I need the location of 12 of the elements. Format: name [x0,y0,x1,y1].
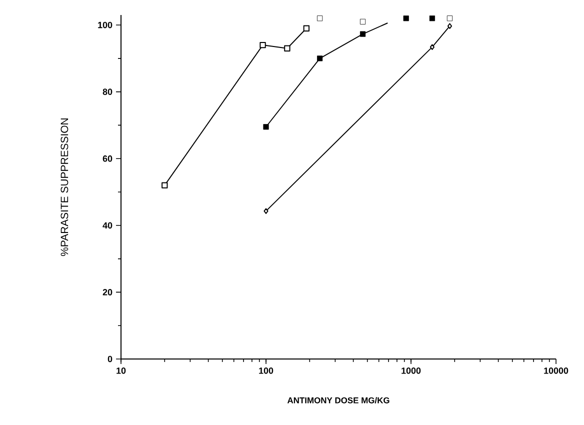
x-tick-label: 10 [116,367,126,374]
x-tick-label: 1000 [402,367,421,374]
x-tick-label: 10000 [544,367,568,374]
y-tick-label: 40 [102,222,112,229]
y-tick-label: 20 [102,289,112,296]
y-tick-label: 80 [102,88,112,95]
x-axis-title: ANTIMONY DOSE MG/KG [287,397,390,404]
x-tick-label: 100 [259,367,274,374]
y-axis-title: %PARASITE SUPPRESSION [60,118,68,256]
y-tick-label: 0 [108,356,112,362]
y-tick-label: 100 [98,22,112,28]
y-tick-label: 60 [102,155,112,162]
